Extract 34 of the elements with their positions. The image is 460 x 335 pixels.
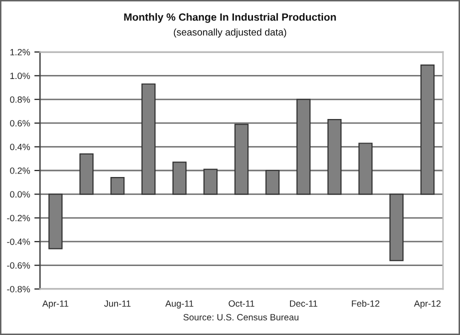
bar (234, 124, 249, 195)
bar (203, 168, 218, 195)
y-tick-label: 1.0% (10, 72, 30, 80)
bar (79, 153, 94, 195)
y-tick-label: 1.2% (10, 48, 30, 56)
source-note: Source: U.S. Census Bureau (183, 314, 298, 320)
y-tick-label: 0.2% (10, 167, 30, 174)
x-tick-label: Apr-11 (42, 300, 68, 309)
x-tick-label: Oct-11 (228, 300, 254, 307)
y-tick-label: 0.6% (10, 120, 30, 126)
bar (110, 177, 125, 195)
x-tick-label: Feb-12 (352, 300, 380, 307)
bar (296, 98, 311, 195)
bar (265, 170, 280, 195)
y-tick-label: -0.4% (7, 238, 30, 245)
y-tick-label: 0.4% (10, 144, 30, 150)
bar (420, 64, 435, 195)
bar (48, 194, 63, 250)
x-tick-label: Aug-11 (165, 300, 194, 309)
y-tick-label: 0.8% (10, 96, 30, 103)
chart-title: Monthly % Change In Industrial Production (124, 13, 336, 23)
bar (327, 118, 342, 195)
x-tick-label: Apr-12 (414, 300, 441, 309)
y-tick-label: -0.8% (7, 286, 30, 292)
y-tick-label: 0.0% (10, 191, 30, 198)
chart-subtitle: (seasonally adjusted data) (174, 28, 286, 38)
x-tick-label: Dec-11 (290, 300, 318, 307)
bar (172, 162, 187, 195)
x-tick-label: Jun-11 (104, 300, 131, 307)
y-tick-label: -0.6% (7, 262, 30, 269)
y-tick-label: -0.2% (7, 214, 30, 222)
bar (358, 142, 373, 195)
bar (389, 194, 404, 262)
bar (141, 83, 156, 195)
